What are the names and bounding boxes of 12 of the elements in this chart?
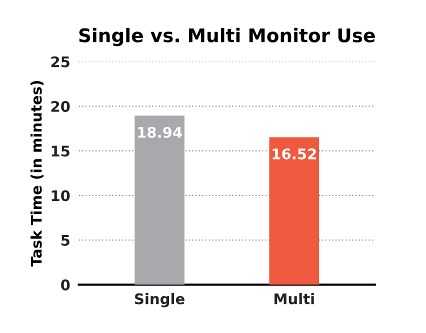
chart-title: Single vs. Multi Monitor Use (79, 28, 375, 46)
y-tick-label: 25 (51, 56, 70, 68)
y-axis-title: Task Time (in minutes) (30, 81, 44, 266)
y-tick-label: 5 (61, 235, 70, 246)
y-tick-label: 20 (51, 100, 70, 112)
y-tick-label: 15 (52, 146, 70, 157)
data-label: 18.94 (138, 126, 182, 138)
y-tick-label: 0 (61, 279, 70, 290)
y-tick-label: 10 (52, 190, 70, 202)
x-tick-label: Multi (274, 293, 314, 304)
data-label: 16.52 (272, 148, 316, 160)
x-tick-label: Single (134, 293, 184, 308)
